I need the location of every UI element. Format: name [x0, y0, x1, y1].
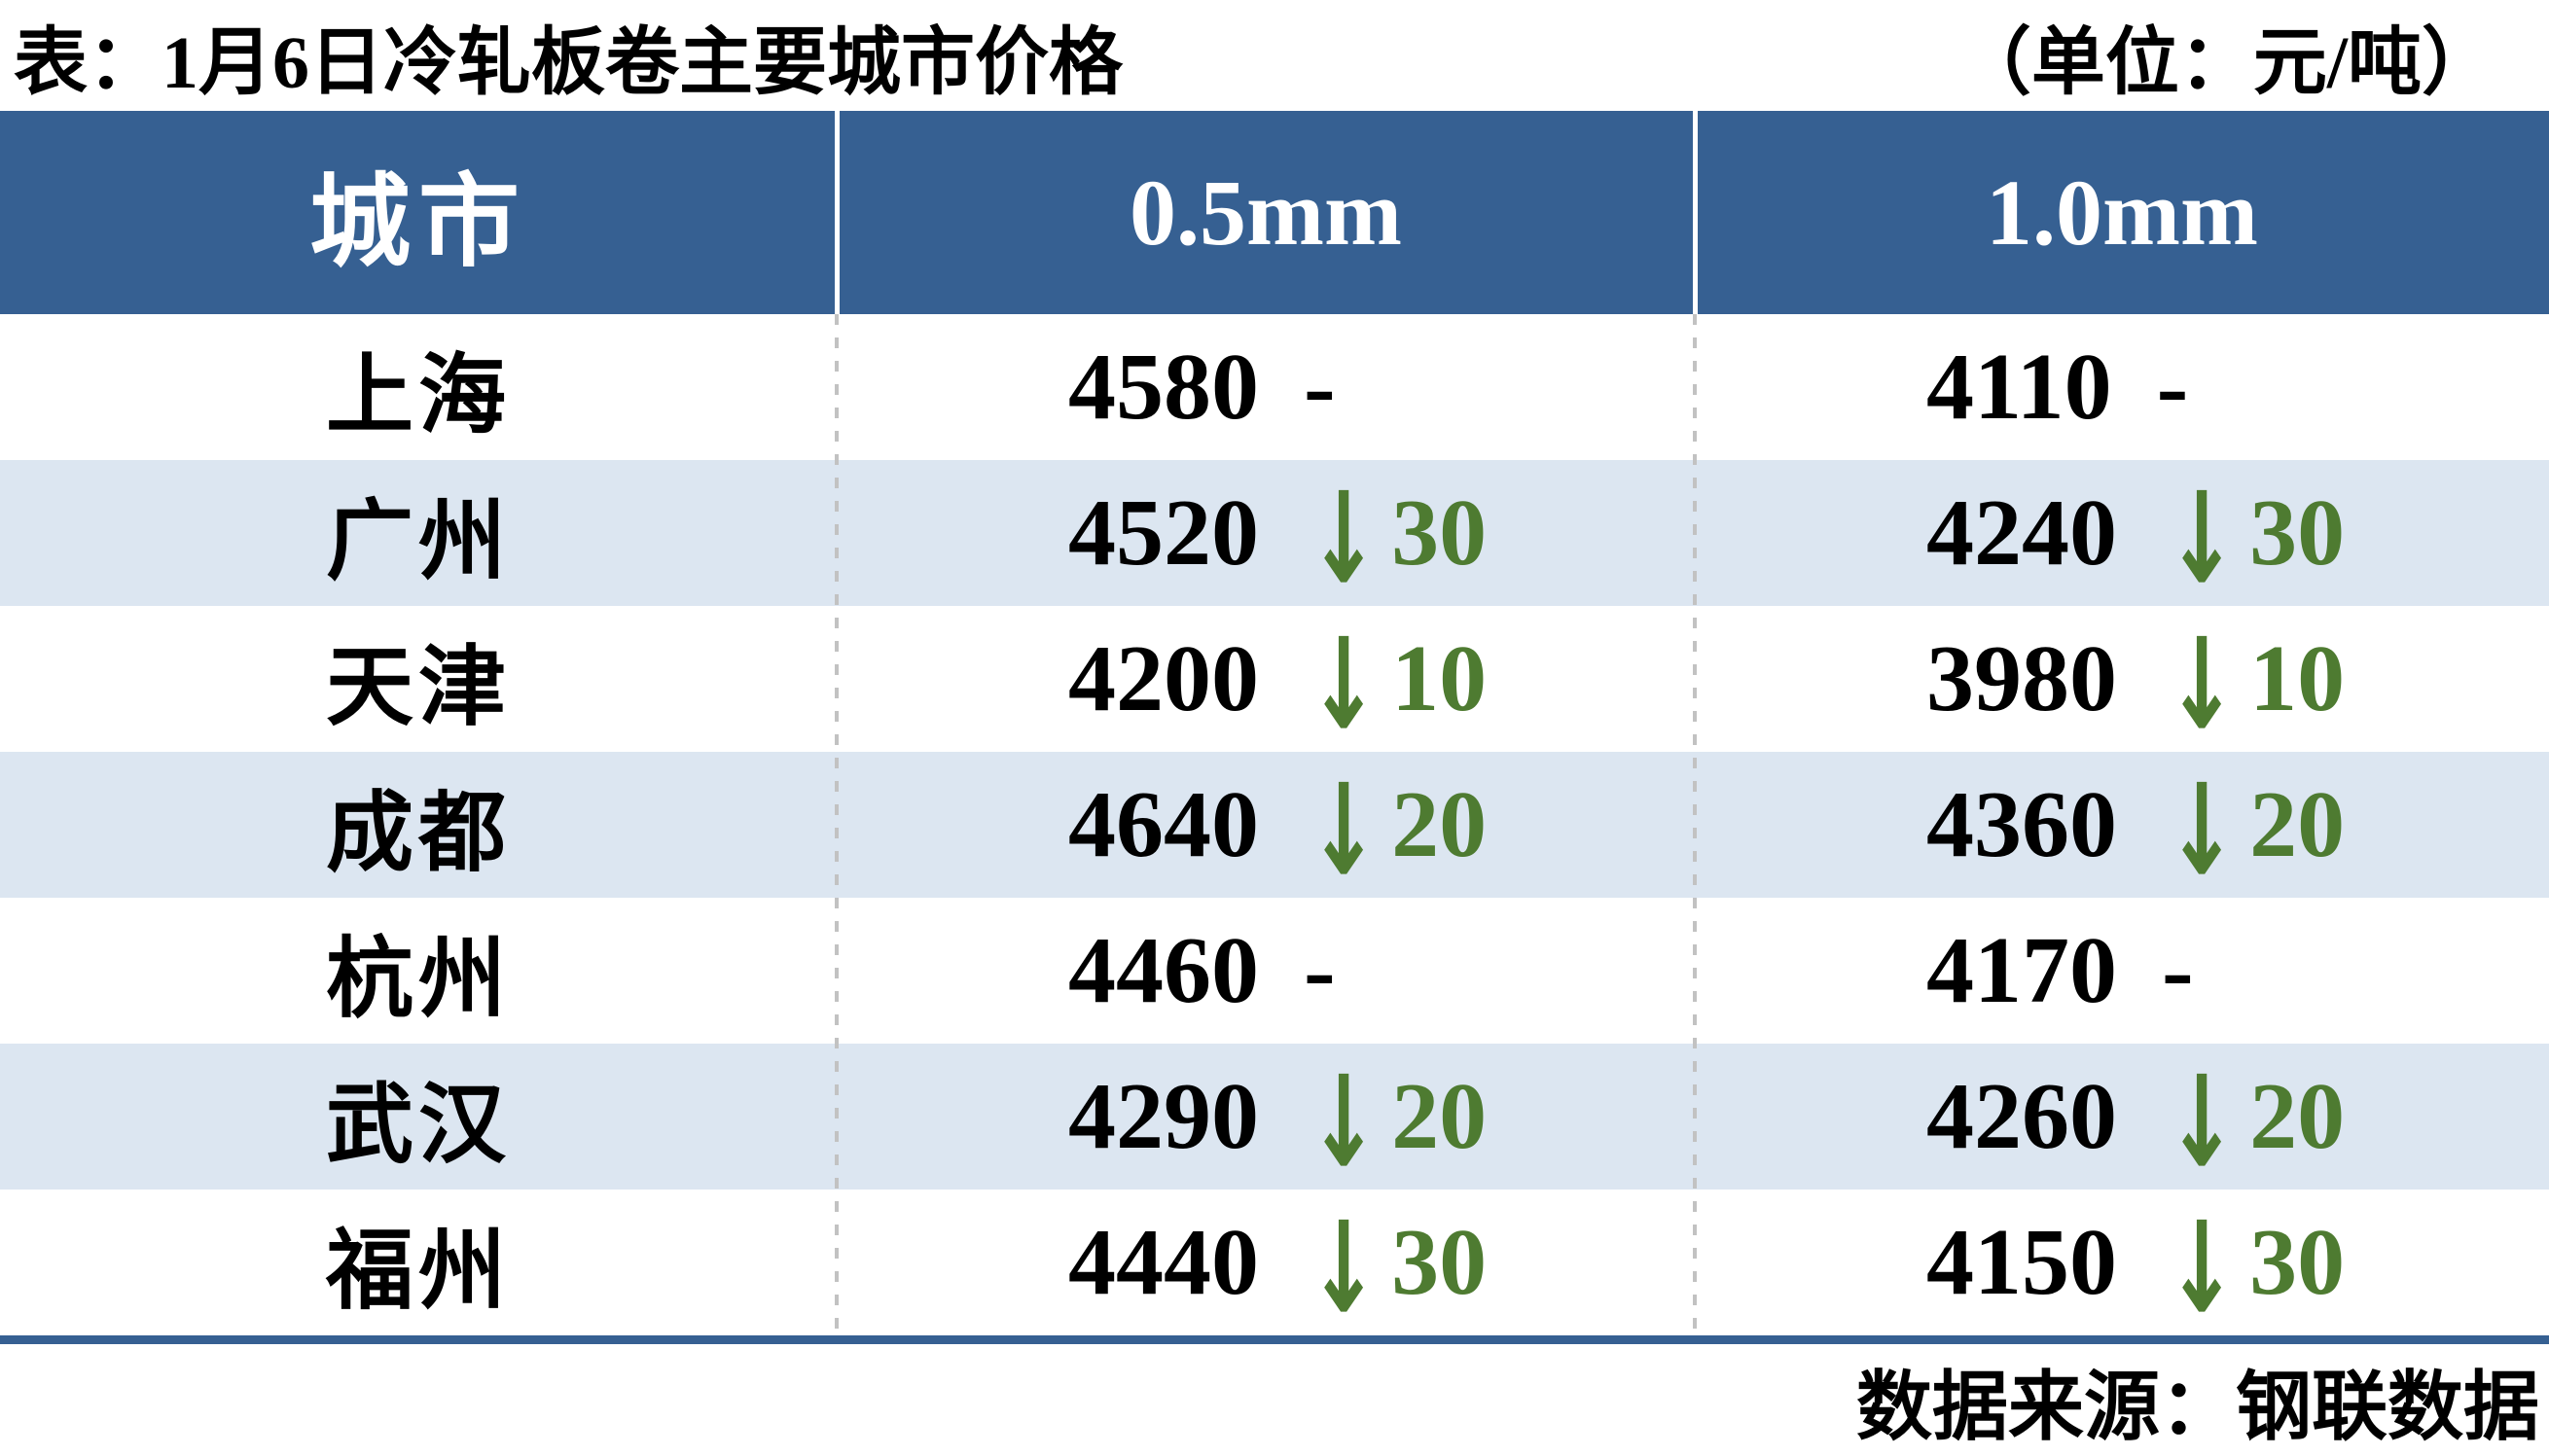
price-cell-10mm: 4170 -: [1695, 898, 2549, 1044]
price-value: 4200: [1068, 626, 1259, 731]
change-indicator-icon: -: [2156, 335, 2189, 440]
price-value: 4170: [1926, 918, 2117, 1023]
price-cell-05mm: 4580 -: [837, 314, 1695, 460]
change-delta: 30: [1391, 480, 1488, 586]
price-value: 4150: [1926, 1210, 2117, 1315]
change-indicator-icon: ↓: [2166, 758, 2239, 905]
table-body: 上海 4580 - 4110 - 广州 4520 ↓: [0, 314, 2549, 1342]
change-delta: 30: [2249, 1210, 2346, 1315]
price-value: 4580: [1068, 335, 1259, 440]
city-cell: 福州: [326, 1224, 511, 1320]
city-cell: 杭州: [326, 932, 511, 1028]
header-column-separator: [1693, 111, 1698, 314]
price-change: -: [1304, 333, 1336, 442]
price-value: 3980: [1926, 626, 2117, 731]
change-delta: 10: [2249, 626, 2346, 731]
table-row: 福州 4440 ↓ 30 4150 ↓ 30: [0, 1190, 2549, 1341]
price-change: ↓ 20: [1304, 1049, 1488, 1195]
price-cell-05mm: 4460 -: [837, 898, 1695, 1044]
header-column-separator: [835, 111, 840, 314]
table-row: 成都 4640 ↓ 20 4360 ↓ 20: [0, 752, 2549, 905]
price-cell-10mm: 3980 ↓ 10: [1695, 606, 2549, 758]
change-indicator-icon: ↓: [1308, 612, 1381, 759]
price-value: 4240: [1926, 480, 2117, 586]
price-value: 4290: [1068, 1064, 1259, 1169]
change-indicator-icon: ↓: [2166, 612, 2239, 759]
change-indicator-icon: -: [1304, 918, 1336, 1023]
bottom-rule: [0, 1335, 2549, 1344]
change-delta: 20: [2249, 772, 2346, 877]
change-delta: 20: [2249, 1064, 2346, 1169]
price-cell-10mm: 4150 ↓ 30: [1695, 1190, 2549, 1341]
table-row: 上海 4580 - 4110 -: [0, 314, 2549, 460]
city-cell: 成都: [326, 786, 511, 882]
price-value: 4460: [1068, 918, 1259, 1023]
price-change: ↓ 20: [1304, 758, 1488, 904]
table-row: 天津 4200 ↓ 10 3980 ↓ 10: [0, 606, 2549, 758]
price-change: -: [2162, 916, 2194, 1025]
price-change: ↓ 10: [2162, 612, 2346, 758]
price-value: 4360: [1926, 772, 2117, 877]
change-delta: 20: [1391, 1064, 1488, 1169]
change-delta: 10: [1391, 626, 1488, 731]
footer: 数据来源：钢联数据: [0, 1344, 2549, 1456]
price-cell-10mm: 4240 ↓ 30: [1695, 460, 2549, 612]
change-delta: 20: [1391, 772, 1488, 877]
table-header: 城市 0.5mm 1.0mm: [0, 111, 2549, 314]
data-source-label: 数据来源：钢联数据: [1855, 1364, 2539, 1449]
city-cell: 天津: [326, 640, 511, 736]
change-delta: 30: [2249, 480, 2346, 586]
price-cell-10mm: 4360 ↓ 20: [1695, 752, 2549, 904]
table-row: 广州 4520 ↓ 30 4240 ↓ 30: [0, 460, 2549, 613]
col-header-city: 城市: [308, 167, 527, 279]
price-change: ↓ 30: [2162, 466, 2346, 612]
price-change: ↓ 30: [2162, 1195, 2346, 1341]
city-cell: 上海: [326, 348, 511, 444]
change-indicator-icon: ↓: [2166, 1195, 2239, 1342]
col-header-05mm: 0.5mm: [1130, 160, 1402, 265]
price-value: 4520: [1068, 480, 1259, 586]
price-change: ↓ 30: [1304, 1195, 1488, 1341]
price-value: 4110: [1926, 335, 2112, 440]
price-change: ↓ 20: [2162, 1049, 2346, 1195]
change-indicator-icon: ↓: [2166, 466, 2239, 613]
city-cell: 广州: [326, 494, 511, 590]
title-bar: 表：1月6日冷轧板卷主要城市价格 （单位：元/吨）: [0, 0, 2549, 111]
col-header-10mm: 1.0mm: [1986, 160, 2258, 265]
price-value: 4440: [1068, 1210, 1259, 1315]
dashed-column-separator: [835, 314, 839, 1335]
dashed-column-separator: [1693, 314, 1697, 1335]
city-cell: 武汉: [326, 1078, 511, 1174]
change-indicator-icon: ↓: [2166, 1049, 2239, 1196]
change-delta: 30: [1391, 1210, 1488, 1315]
price-change: ↓ 10: [1304, 612, 1488, 758]
change-indicator-icon: ↓: [1308, 466, 1381, 613]
price-cell-05mm: 4290 ↓ 20: [837, 1044, 1695, 1195]
price-cell-05mm: 4520 ↓ 30: [837, 460, 1695, 612]
price-cell-05mm: 4200 ↓ 10: [837, 606, 1695, 758]
page-title: 表：1月6日冷轧板卷主要城市价格: [14, 22, 1123, 104]
price-change: -: [2157, 333, 2189, 442]
price-cell-05mm: 4440 ↓ 30: [837, 1190, 1695, 1341]
change-indicator-icon: ↓: [1308, 1195, 1381, 1342]
price-cell-05mm: 4640 ↓ 20: [837, 752, 1695, 904]
change-indicator-icon: -: [2162, 918, 2194, 1023]
change-indicator-icon: ↓: [1308, 1049, 1381, 1196]
unit-label: （单位：元/吨）: [1957, 22, 2495, 104]
price-change: ↓ 20: [2162, 758, 2346, 904]
price-change: ↓ 30: [1304, 466, 1488, 612]
change-indicator-icon: ↓: [1308, 758, 1381, 905]
price-cell-10mm: 4110 -: [1695, 314, 2549, 460]
price-change: -: [1304, 916, 1336, 1025]
table-row: 武汉 4290 ↓ 20 4260 ↓ 20: [0, 1044, 2549, 1196]
price-value: 4260: [1926, 1064, 2117, 1169]
change-indicator-icon: -: [1304, 335, 1336, 440]
price-cell-10mm: 4260 ↓ 20: [1695, 1044, 2549, 1195]
table-row: 杭州 4460 - 4170 -: [0, 898, 2549, 1044]
price-value: 4640: [1068, 772, 1259, 877]
